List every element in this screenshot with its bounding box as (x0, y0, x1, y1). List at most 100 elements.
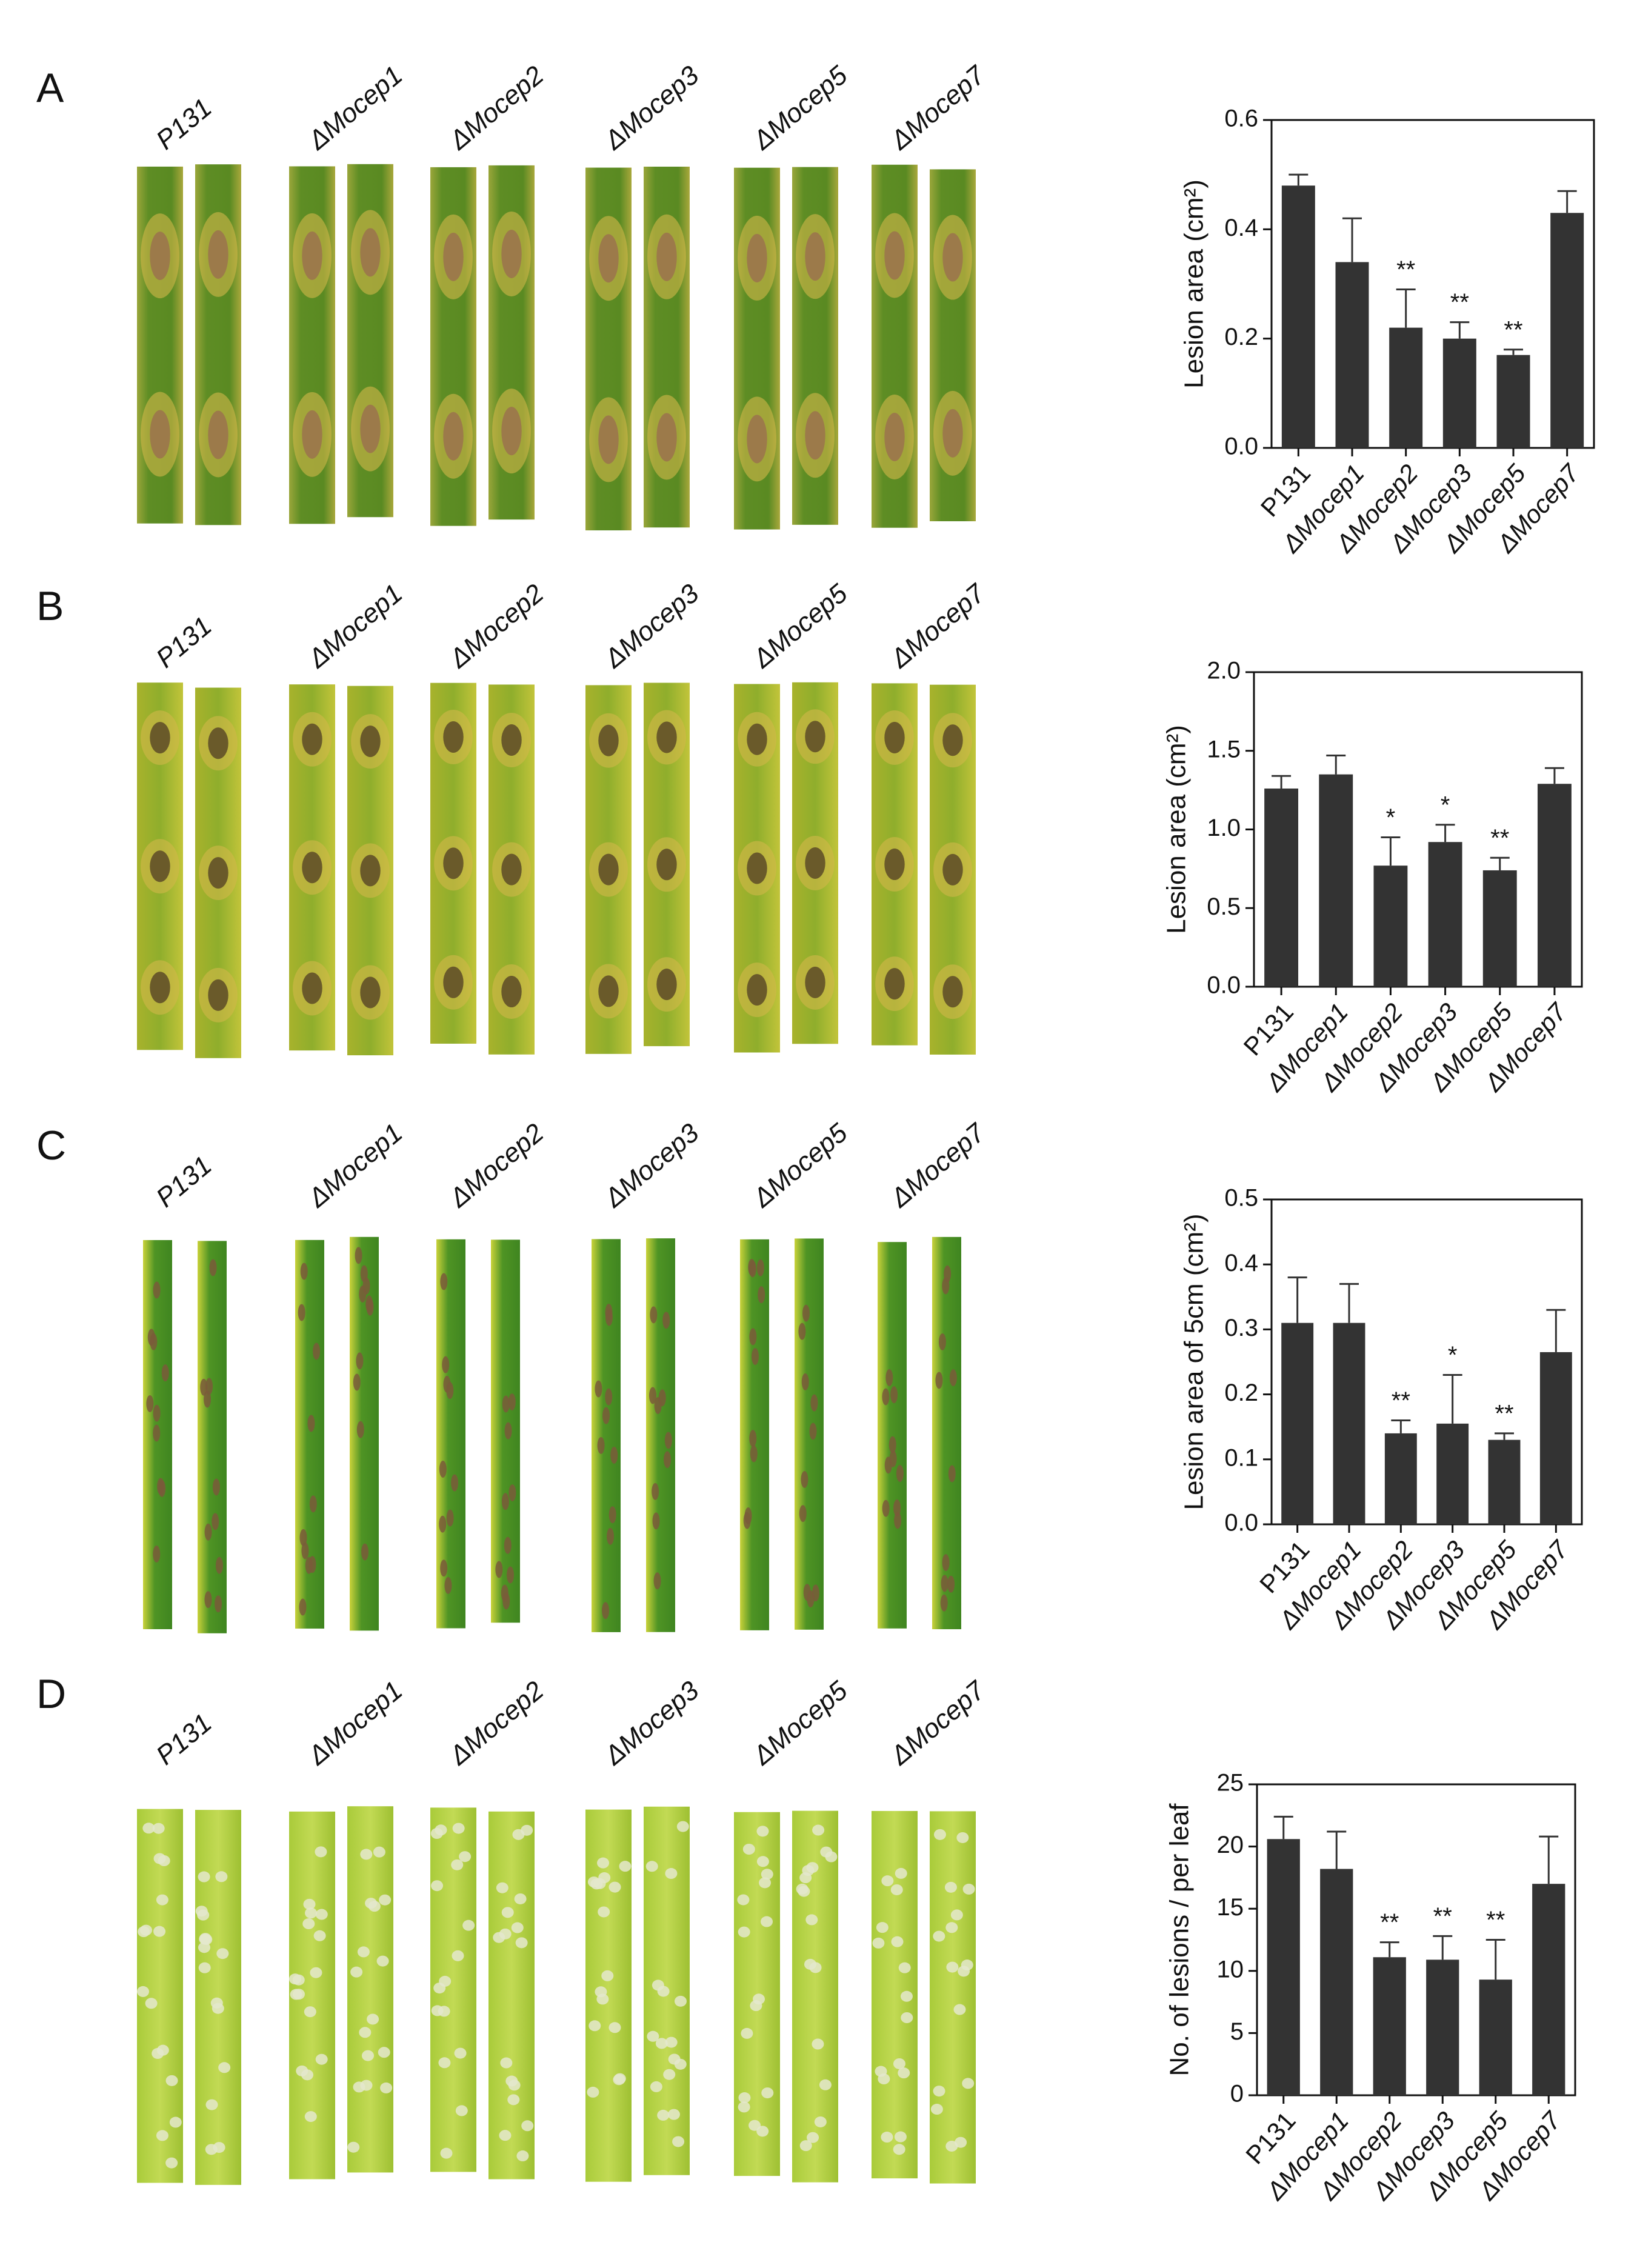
lesion (761, 2087, 774, 2099)
y-tick-label: 25 (1217, 1770, 1244, 1796)
lesion (215, 1871, 228, 1883)
significance-label: ** (1396, 256, 1415, 283)
lesion (137, 1986, 150, 1997)
lesion (598, 853, 619, 886)
lesion (749, 1328, 757, 1346)
lesion (153, 1545, 161, 1563)
y-tick-label: 0.0 (1224, 1510, 1258, 1536)
bar (1532, 1884, 1565, 2095)
lesion (150, 232, 170, 281)
lesion (665, 2036, 678, 2048)
lesion (653, 1572, 661, 1590)
lesion (896, 1465, 904, 1483)
lesion (359, 1286, 367, 1303)
lesion (890, 1386, 898, 1404)
lesion (588, 2020, 601, 2032)
lesion (738, 1926, 750, 1938)
lesion (165, 2157, 178, 2169)
lesion (753, 1993, 765, 2005)
lesion (958, 1966, 970, 1977)
y-axis-label: Lesion area (cm²) (1162, 725, 1192, 934)
lesion (218, 2062, 231, 2073)
lesion (380, 2082, 393, 2093)
lesion (893, 2058, 905, 2069)
y-tick-label: 0.4 (1224, 1250, 1258, 1276)
lesion (438, 2057, 451, 2069)
lesion (298, 1304, 305, 1321)
lesion (150, 972, 170, 1004)
lesion (890, 1884, 903, 1895)
lesion (360, 228, 381, 277)
lesion (150, 722, 170, 754)
lesion (656, 969, 677, 1001)
y-tick-label: 0.5 (1207, 893, 1241, 920)
lesion (602, 1407, 610, 1424)
y-axis-label: Lesion area (cm²) (1179, 179, 1209, 389)
lesion (452, 1950, 464, 1961)
lesion (305, 1907, 318, 1919)
lesion (747, 233, 767, 282)
lesion (158, 1855, 170, 1867)
lesion (752, 1348, 759, 1366)
lesion (946, 1961, 959, 1973)
lesion (761, 1916, 773, 1927)
lesion (153, 1926, 166, 1937)
bar (1320, 1869, 1353, 2095)
lesion (596, 1993, 609, 2005)
lesion (208, 727, 228, 759)
lesion (665, 1868, 678, 1879)
lesion (501, 976, 522, 1008)
lesion (891, 1936, 904, 1947)
y-tick-label: 1.0 (1207, 815, 1241, 841)
lesion (948, 1465, 956, 1483)
lesion (368, 1901, 381, 1912)
lesion (608, 1506, 616, 1524)
lesion (881, 2132, 893, 2143)
photo-label: ΔMocep5 (747, 60, 853, 156)
photo-label: ΔMocep2 (444, 1675, 550, 1771)
lesion (350, 1966, 363, 1978)
lesion (756, 1259, 764, 1276)
lesion (303, 1898, 316, 1910)
lesion (747, 852, 767, 884)
leaf (347, 1806, 393, 2173)
lesion (446, 1382, 454, 1399)
bar (1373, 1957, 1406, 2095)
lesion (205, 1378, 213, 1395)
bar (1428, 842, 1462, 987)
lesion (884, 849, 905, 881)
lesion (215, 1595, 222, 1613)
lesion (373, 1846, 385, 1858)
significance-label: ** (1380, 1909, 1399, 1936)
lesion (587, 2086, 599, 2098)
lesion (664, 1451, 672, 1469)
lesion (504, 1536, 512, 1554)
lesion (672, 2136, 685, 2147)
lesion (296, 2065, 308, 2076)
lesion (302, 852, 322, 884)
lesion (801, 1471, 808, 1489)
lesion (756, 1856, 769, 1867)
lesion (872, 1937, 885, 1949)
lesion (809, 1962, 822, 1973)
lesion (738, 2092, 751, 2104)
lesion (439, 1461, 447, 1478)
lesion (805, 966, 825, 998)
bar (1319, 774, 1353, 987)
lesion (499, 2130, 512, 2141)
photo-label: ΔMocep5 (747, 1118, 853, 1213)
lesion (443, 721, 464, 753)
lesion (799, 1872, 812, 1884)
lesion (750, 1445, 758, 1463)
panel-letter: C (36, 1122, 66, 1169)
lesion (748, 2120, 761, 2131)
panel-letter: B (36, 583, 64, 629)
lesion (810, 1394, 818, 1412)
bar (1539, 1352, 1572, 1524)
lesion (758, 1286, 765, 1304)
lesion (440, 1273, 448, 1290)
photo-label: ΔMocep1 (302, 578, 408, 674)
lesion (501, 853, 522, 886)
lesion (313, 1342, 321, 1360)
lesion (210, 1997, 223, 2009)
